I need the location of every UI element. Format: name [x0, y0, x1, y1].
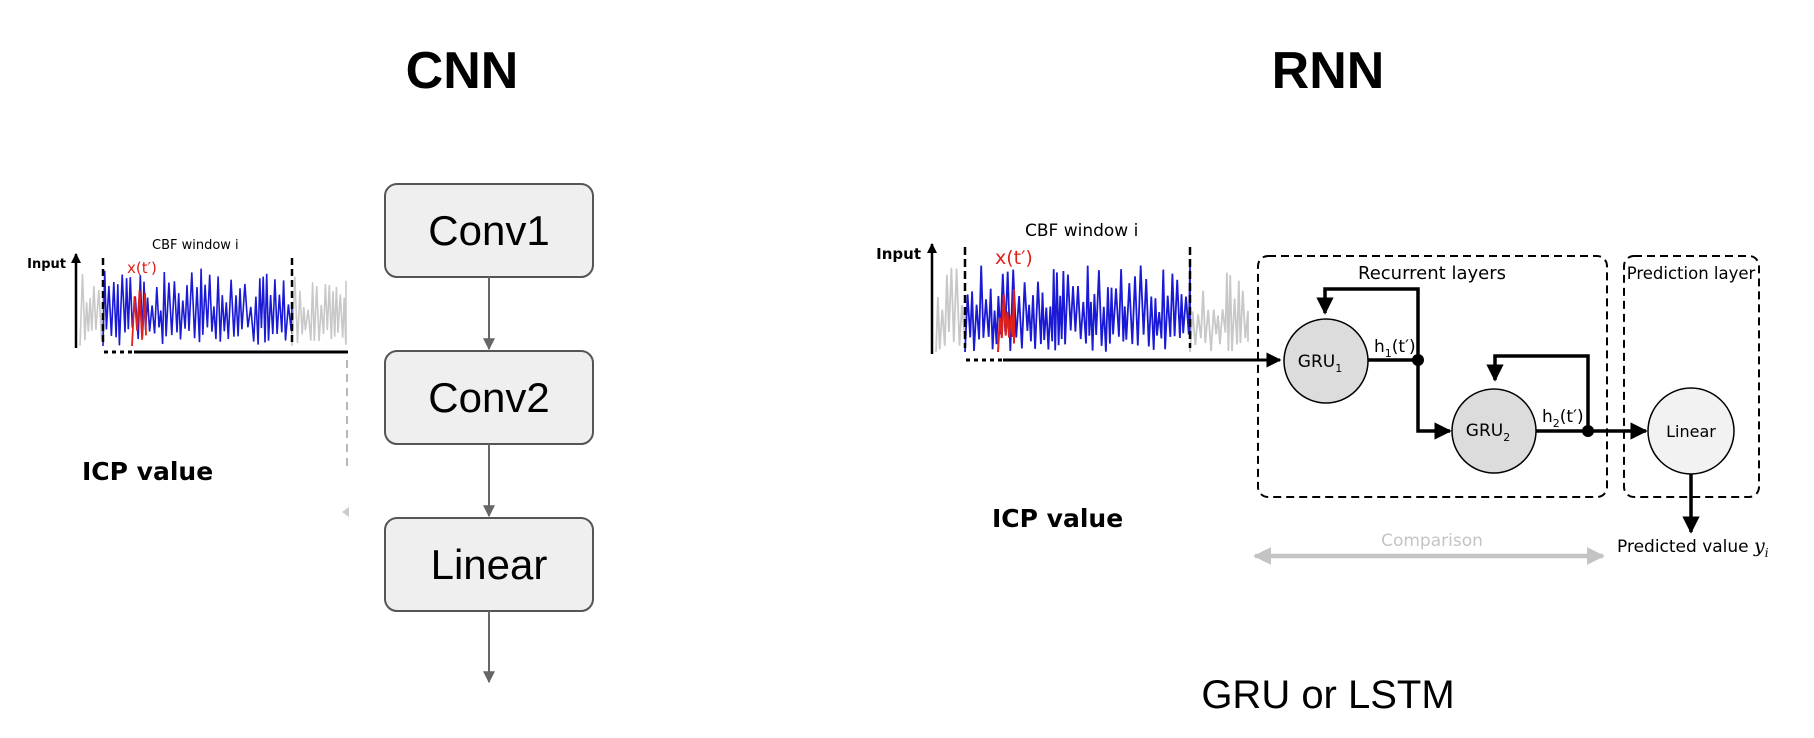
rnn-sample-label: x(t′)	[995, 247, 1033, 269]
h1-label-rest: (t′)	[1392, 337, 1416, 357]
gru2-label: GRU2	[1466, 421, 1510, 444]
rnn-panel: RNN Input CBF window i x(t′) ICP value R…	[876, 42, 1769, 717]
cnn-panel: CNN Input CBF window i x(t′) ICP value C…	[27, 42, 594, 684]
gru1-label: GRU1	[1298, 352, 1342, 375]
recurrent-layers-label: Recurrent layers	[1358, 263, 1506, 284]
h1-label-base: h	[1374, 337, 1385, 357]
h1-label: h1(t′)	[1374, 337, 1416, 360]
rnn-input-label: Input	[876, 245, 921, 263]
h2-label: h2(t′)	[1542, 407, 1584, 430]
rnn-window-label: CBF window i	[1025, 221, 1138, 241]
recurrent-layers-box	[1257, 255, 1608, 498]
cnn-signal-context-right	[291, 276, 347, 347]
predicted-value-sub: i	[1765, 546, 1769, 560]
rnn-signal-window	[964, 265, 1191, 353]
h1-label-sub: 1	[1385, 347, 1392, 360]
gru1-label-base: GRU	[1298, 352, 1335, 372]
gru2-recurrent-loop	[1486, 354, 1590, 431]
prediction-layer-box	[1623, 255, 1760, 498]
rnn-heading: RNN	[1272, 42, 1385, 100]
cnn-linear-label: Linear	[431, 541, 548, 588]
gru1-recurrent-loop	[1316, 287, 1420, 360]
cnn-signal-sample	[131, 289, 147, 347]
h2-label-rest: (t′)	[1560, 407, 1584, 427]
predicted-value-label: Predicted value yi	[1617, 535, 1769, 560]
cnn-icp-label: ICP value	[82, 457, 213, 486]
rnn-signal-context-right	[1189, 272, 1249, 353]
rnn-signal-sample	[997, 288, 1015, 353]
cnn-signal-context-left	[79, 273, 104, 347]
rnn-signal-inset: Input CBF window i x(t′) ICP value	[876, 221, 1282, 533]
gru2-label-base: GRU	[1466, 421, 1503, 441]
cnn-window-label: CBF window i	[152, 238, 239, 253]
cnn-sample-label: x(t′)	[127, 259, 157, 277]
predicted-value-symbol: y	[1753, 535, 1765, 557]
h2-label-base: h	[1542, 407, 1553, 427]
cnn-clipped-arrowhead	[342, 507, 349, 517]
gru1-label-sub: 1	[1335, 362, 1342, 375]
predicted-value-text: Predicted value	[1617, 537, 1754, 557]
comparison-label: Comparison	[1381, 531, 1483, 551]
cnn-signal-window	[102, 268, 293, 347]
cnn-input-label: Input	[27, 257, 66, 272]
cnn-heading: CNN	[406, 42, 519, 100]
cnn-layer-stack: Conv1 Conv2 Linear	[384, 183, 594, 684]
conv2-label: Conv2	[428, 374, 549, 421]
rnn-linear-label: Linear	[1666, 422, 1716, 441]
cnn-signal-inset: Input CBF window i x(t′) ICP value	[27, 238, 349, 517]
conv1-label: Conv1	[428, 207, 549, 254]
gru2-label-sub: 2	[1503, 431, 1510, 444]
h1-to-gru2-arrow	[1416, 360, 1452, 440]
rnn-caption: GRU or LSTM	[1201, 673, 1454, 717]
rnn-icp-label: ICP value	[992, 504, 1123, 533]
h2-label-sub: 2	[1553, 417, 1560, 430]
prediction-layer-label: Prediction layer	[1627, 264, 1756, 283]
rnn-signal-context-left	[935, 267, 966, 353]
